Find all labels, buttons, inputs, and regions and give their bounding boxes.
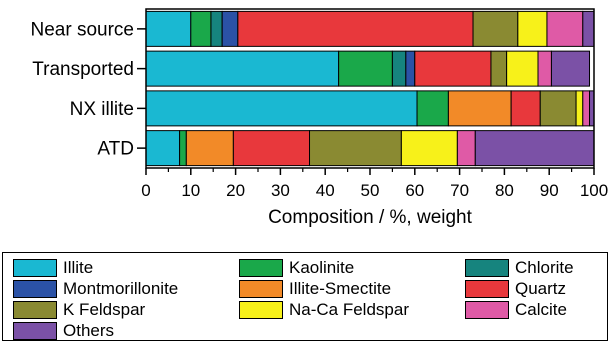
legend-swatch xyxy=(239,301,283,319)
legend-swatch xyxy=(13,259,57,277)
category-label: Near source xyxy=(31,19,135,40)
bar-segment-k-feldspar xyxy=(472,10,519,47)
x-tick-label: 0 xyxy=(141,181,150,200)
x-tick-label: 20 xyxy=(226,181,245,200)
bar-segment-illite xyxy=(145,10,192,47)
bar-segment-calcite xyxy=(537,50,552,87)
bar-segment-others xyxy=(474,130,595,167)
x-tick-label: 100 xyxy=(580,181,608,200)
bar-segment-illite-smectite xyxy=(447,90,512,127)
bar-segment-quartz xyxy=(237,10,474,47)
legend: Illite Kaolinite Chlorite Montmorillonite Il… xyxy=(2,252,608,341)
bar-segment-kaolinite xyxy=(416,90,449,127)
legend-label: Illite-Smectite xyxy=(289,279,392,298)
legend-item: Quartz xyxy=(465,279,566,299)
bar-segment-k-feldspar xyxy=(490,50,508,87)
category-labels: Near source Transported NX illite ATD xyxy=(31,19,146,160)
bar-segment-na-ca-feldspar xyxy=(517,10,548,47)
legend-swatch xyxy=(13,280,57,298)
x-tick-label: 80 xyxy=(495,181,514,200)
legend-swatch xyxy=(13,322,57,340)
legend-swatch xyxy=(465,301,509,319)
x-tick-label: 50 xyxy=(361,181,380,200)
bar-segment-quartz xyxy=(414,50,492,87)
x-tick-label: 10 xyxy=(181,181,200,200)
bar-segment-quartz xyxy=(232,130,311,167)
x-axis-label: Composition / %, weight xyxy=(268,207,473,228)
bar-segment-illite xyxy=(145,90,418,127)
bar-segment-illite xyxy=(145,130,181,167)
x-tick-label: 30 xyxy=(271,181,290,200)
legend-item: K Feldspar xyxy=(13,300,145,320)
legend-swatch xyxy=(465,280,509,298)
bar-segment-chlorite xyxy=(391,50,407,87)
legend-label: Chlorite xyxy=(515,258,574,277)
bar-segment-quartz xyxy=(510,90,541,127)
x-tick-label: 40 xyxy=(316,181,335,200)
x-tick-label: 90 xyxy=(540,181,559,200)
x-tick-label: 70 xyxy=(450,181,469,200)
legend-item: Others xyxy=(13,321,114,341)
bar-segment-na-ca-feldspar xyxy=(575,90,584,127)
bar-segment-illite xyxy=(145,50,340,87)
legend-swatch xyxy=(465,259,509,277)
legend-label: Others xyxy=(63,321,115,340)
legend-item: Kaolinite xyxy=(239,258,354,278)
bar-segment-na-ca-feldspar xyxy=(506,50,539,87)
legend-label: Calcite xyxy=(515,300,567,319)
bar-segment-illite-smectite xyxy=(185,130,234,167)
legend-swatch xyxy=(13,301,57,319)
bar-segment-k-feldspar xyxy=(539,90,577,127)
legend-label: K Feldspar xyxy=(63,300,146,319)
legend-label: Montmorillonite xyxy=(63,279,179,298)
bar-segment-calcite xyxy=(546,10,584,47)
bar-segment-na-ca-feldspar xyxy=(400,130,458,167)
category-label: ATD xyxy=(97,139,134,160)
x-axis: 0 10 20 30 40 50 60 70 80 90 100 xyxy=(141,168,608,200)
bar-segment-montmorillonite xyxy=(221,10,239,47)
legend-label: Na-Ca Feldspar xyxy=(289,300,409,319)
bar-segment-kaolinite xyxy=(179,130,187,167)
legend-item: Montmorillonite xyxy=(13,279,178,299)
category-label: NX illite xyxy=(70,99,134,120)
legend-swatch xyxy=(239,280,283,298)
x-tick-label: 60 xyxy=(405,181,424,200)
category-label: Transported xyxy=(32,59,134,80)
bar-segment-kaolinite xyxy=(190,10,212,47)
legend-item: Chlorite xyxy=(465,258,574,278)
legend-item: Calcite xyxy=(465,300,567,320)
legend-item: Illite xyxy=(13,258,93,278)
bar-segment-others xyxy=(550,50,591,87)
legend-item: Na-Ca Feldspar xyxy=(239,300,409,320)
bar-segment-chlorite xyxy=(210,10,223,47)
bars-group xyxy=(145,10,595,167)
legend-label: Illite xyxy=(63,258,94,277)
bar-segment-calcite xyxy=(456,130,476,167)
bar-segment-calcite xyxy=(582,90,591,127)
legend-label: Quartz xyxy=(515,279,567,298)
bar-segment-kaolinite xyxy=(338,50,393,87)
legend-swatch xyxy=(239,259,283,277)
legend-label: Kaolinite xyxy=(289,258,355,277)
bar-segment-others xyxy=(582,10,595,47)
bar-segment-k-feldspar xyxy=(309,130,402,167)
bar-segment-montmorillonite xyxy=(405,50,416,87)
stacked-bar-chart: Near source Transported NX illite ATD 0 10 20… xyxy=(31,8,608,228)
plot-frame xyxy=(145,8,595,169)
legend-item: Illite-Smectite xyxy=(239,279,391,299)
